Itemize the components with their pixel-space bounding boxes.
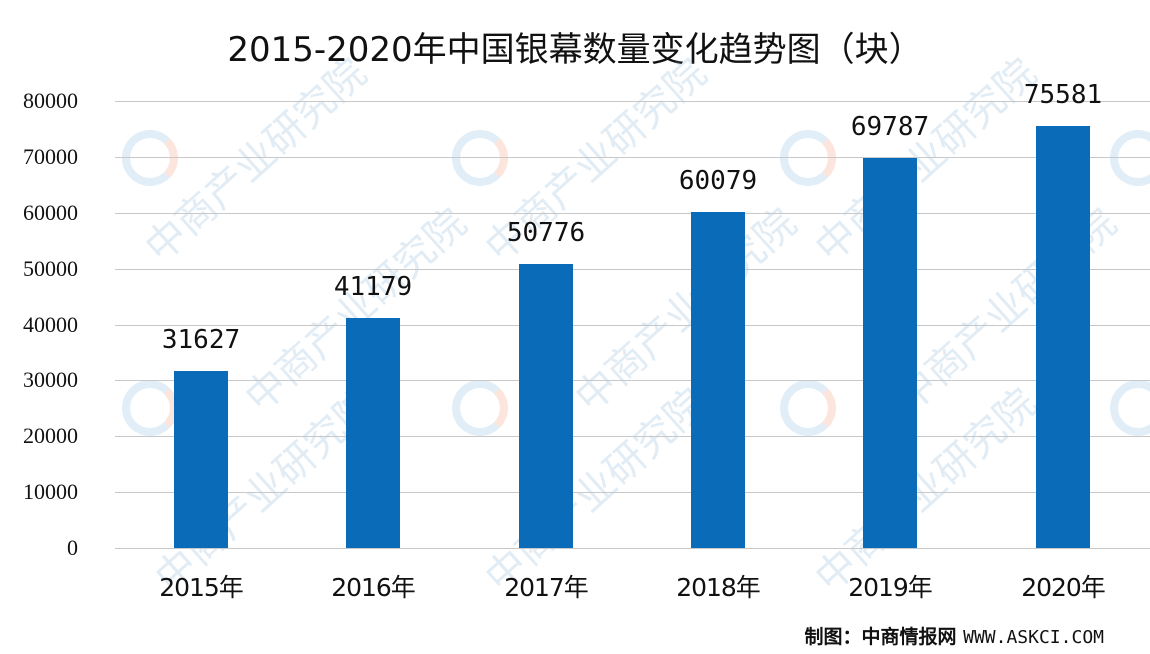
bar-data-label: 31627 <box>161 325 241 355</box>
chart-source-credit: 制图：中商情报网 WWW.ASKCI.COM <box>804 622 1104 649</box>
bar-2015年 <box>174 371 228 548</box>
gridline <box>115 101 1150 102</box>
gridline <box>115 269 1150 270</box>
gridline <box>115 492 1150 493</box>
x-axis-tick-label: 2015年 <box>159 573 244 602</box>
bar-data-label: 60079 <box>678 166 758 196</box>
gridline <box>115 436 1150 437</box>
chart-title: 2015-2020年中国银幕数量变化趋势图（块） <box>227 30 923 70</box>
y-axis-tick-label: 0 <box>67 535 78 560</box>
bar-2019年 <box>863 158 917 548</box>
bar-2020年 <box>1036 126 1090 548</box>
watermark-logo-icon <box>122 380 178 436</box>
source-url: WWW.ASKCI.COM <box>963 627 1104 648</box>
bar-2017年 <box>519 264 573 548</box>
y-axis-tick-label: 40000 <box>23 312 78 337</box>
source-label: 制图：中商情报网 <box>804 626 957 648</box>
x-axis-tick-label: 2019年 <box>848 573 933 602</box>
gridline <box>115 157 1150 158</box>
gridline <box>115 325 1150 326</box>
watermark-logo-icon <box>780 380 836 436</box>
bar-data-label: 50776 <box>506 218 586 248</box>
watermark-logo-icon <box>1110 380 1150 436</box>
x-axis-tick-label: 2018年 <box>676 573 761 602</box>
gridline <box>115 548 1150 549</box>
y-axis-tick-label: 80000 <box>23 88 78 113</box>
bar-data-label: 41179 <box>333 272 413 302</box>
y-axis-tick-label: 20000 <box>23 423 78 448</box>
y-axis-tick-label: 10000 <box>23 479 78 504</box>
x-axis-tick-label: 2016年 <box>331 573 416 602</box>
bar-2016年 <box>346 318 400 548</box>
watermark-logo-icon <box>452 130 508 186</box>
gridline <box>115 380 1150 381</box>
y-axis-tick-label: 70000 <box>23 144 78 169</box>
y-axis-tick-label: 30000 <box>23 367 78 392</box>
watermark-logo-icon <box>122 130 178 186</box>
watermark-logo-icon <box>452 380 508 436</box>
y-axis-tick-label: 60000 <box>23 200 78 225</box>
bar-data-label: 69787 <box>850 112 930 142</box>
gridline <box>115 213 1150 214</box>
y-axis-tick-label: 50000 <box>23 256 78 281</box>
x-axis-tick-label: 2017年 <box>504 573 589 602</box>
watermark-logo-icon <box>1110 130 1150 186</box>
bar-data-label: 75581 <box>1023 80 1103 110</box>
bar-2018年 <box>691 212 745 548</box>
x-axis-tick-label: 2020年 <box>1021 573 1106 602</box>
